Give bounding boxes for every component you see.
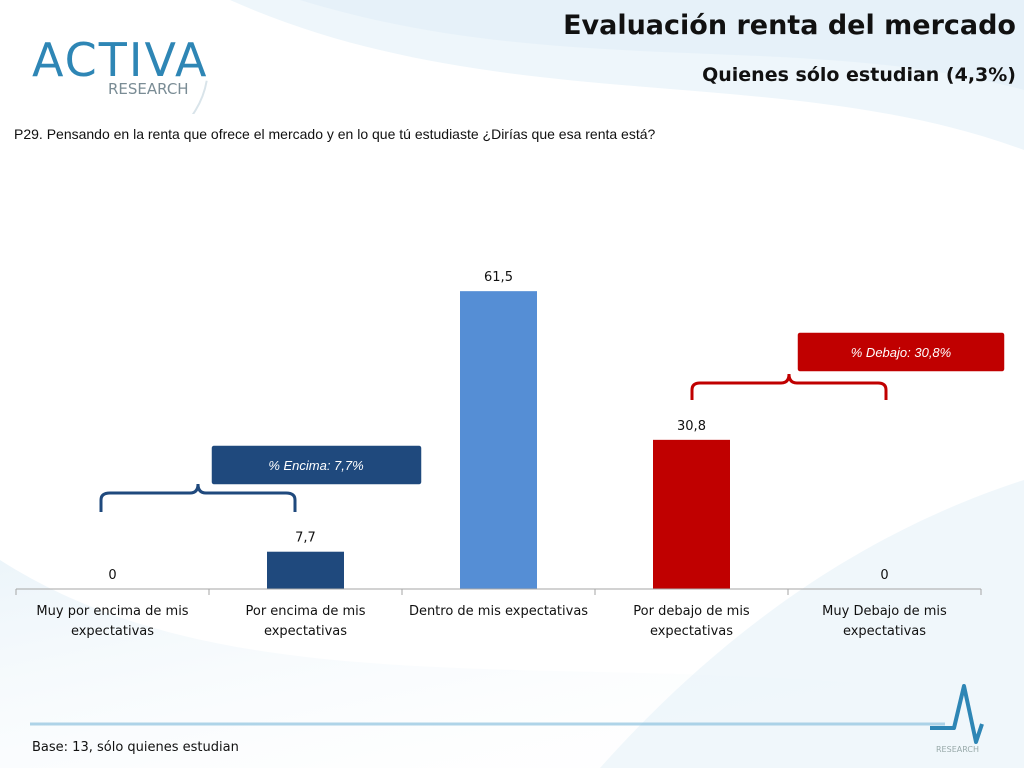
x-tick-label: Por encima de mis	[246, 604, 366, 619]
svg-text:RESEARCH: RESEARCH	[108, 80, 189, 98]
bar-value-label: 0	[880, 568, 888, 583]
bar	[460, 291, 537, 589]
x-tick-label: Por debajo de mis	[633, 604, 750, 619]
debajo-brace	[690, 373, 888, 400]
encima-callout-box	[210, 444, 423, 486]
svg-text:RESEARCH: RESEARCH	[936, 745, 979, 754]
page-subtitle: Quienes sólo estudian (4,3%)	[702, 64, 1016, 86]
corner-logo-icon: RESEARCH	[930, 684, 984, 754]
x-tick-label: expectativas	[843, 624, 926, 639]
bar	[653, 439, 730, 589]
encima-callout-text: % Encima: 7,7%	[268, 458, 363, 473]
debajo-callout-text: % Debajo: 30,8%	[851, 345, 951, 360]
bar-value-label: 7,7	[295, 531, 316, 546]
x-tick-label: Dentro de mis expectativas	[409, 604, 588, 619]
page-title: Evaluación renta del mercado	[563, 10, 1016, 41]
survey-question: P29. Pensando en la renta que ofrece el …	[14, 126, 656, 142]
svg-text:ACTIVA: ACTIVA	[32, 33, 208, 87]
x-tick-label: expectativas	[71, 624, 154, 639]
bar-value-label: 61,5	[484, 270, 513, 285]
x-tick-label: Muy Debajo de mis	[822, 604, 947, 619]
bar-value-label: 30,8	[677, 419, 706, 434]
encima-brace	[99, 483, 297, 512]
bar-value-label: 0	[108, 568, 116, 583]
x-tick-label: Muy por encima de mis	[36, 604, 188, 619]
x-tick-label: expectativas	[650, 624, 733, 639]
x-tick-label: expectativas	[264, 624, 347, 639]
base-note: Base: 13, sólo quienes estudian	[32, 740, 239, 755]
bar	[267, 551, 344, 589]
debajo-callout-box	[796, 331, 1006, 373]
